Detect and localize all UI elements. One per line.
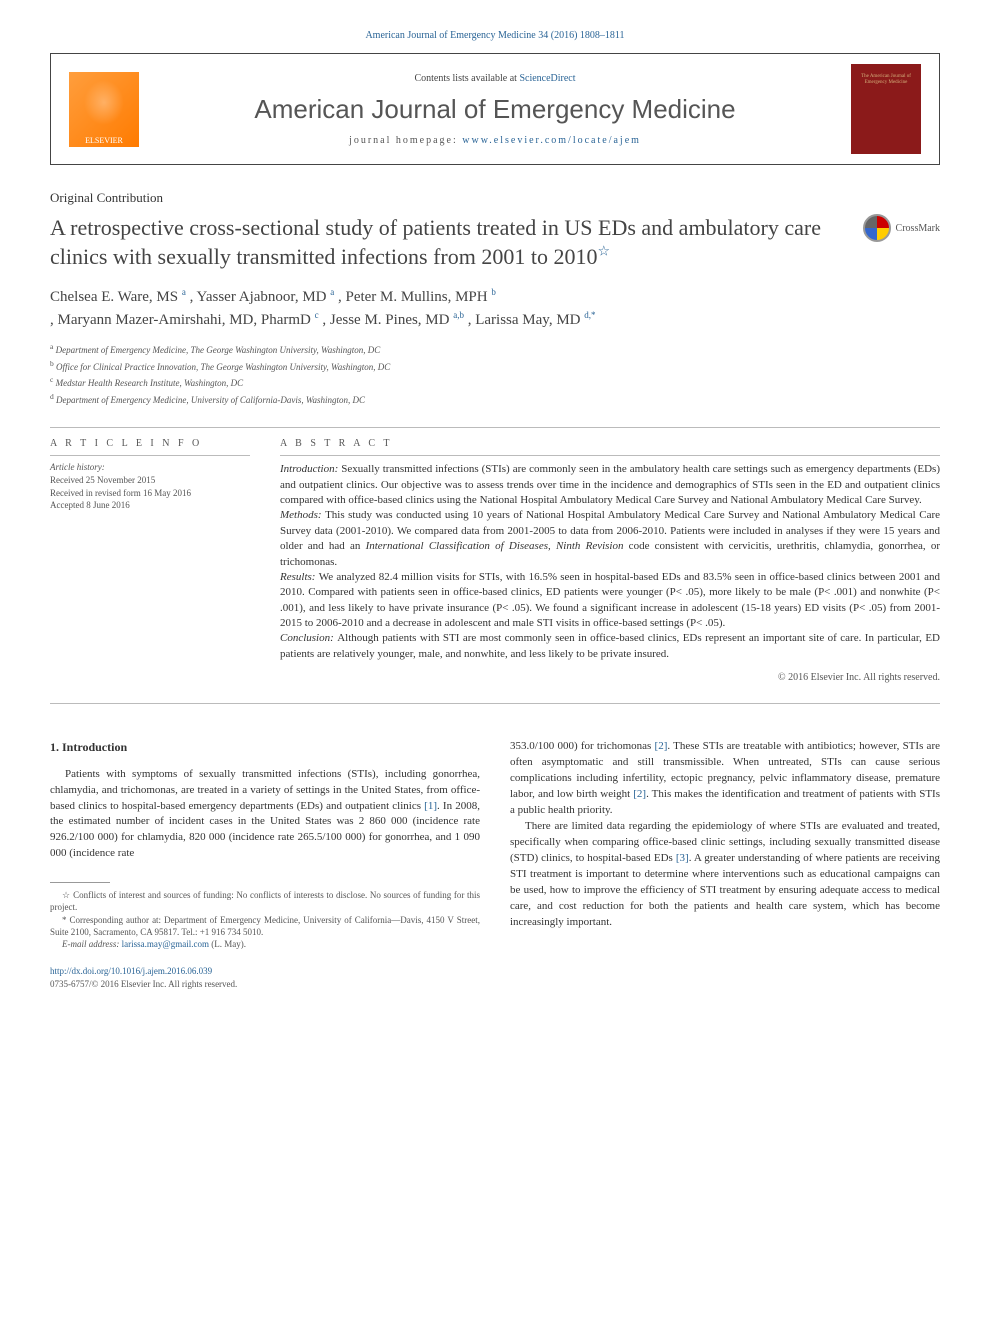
author-2: , Yasser Ajabnoor, MD [190,289,331,305]
crossmark-icon [863,214,891,242]
article-info-heading: A R T I C L E I N F O [50,438,250,449]
journal-cover-thumbnail: The American Journal of Emergency Medici… [851,64,921,154]
footnote-1-text: Conflicts of interest and sources of fun… [50,890,480,912]
paragraph-3: There are limited data regarding the epi… [510,819,940,931]
author-1: Chelsea E. Ware, MS [50,289,182,305]
author-1-aff[interactable]: a [182,287,186,297]
abstract-methods-italic: International Classification of Diseases… [366,540,624,552]
title-text: A retrospective cross-sectional study of… [50,215,821,269]
homepage-link[interactable]: www.elsevier.com/locate/ajem [462,135,641,146]
author-5-aff[interactable]: a,b [453,310,464,320]
issn-copyright: 0735-6757/© 2016 Elsevier Inc. All right… [50,978,480,991]
title-row: A retrospective cross-sectional study of… [50,214,940,271]
author-3: , Peter M. Mullins, MPH [338,289,491,305]
abstract-copyright: © 2016 Elsevier Inc. All rights reserved… [280,672,940,683]
divider [50,427,940,428]
footnote-corresponding: * Corresponding author at: Department of… [50,914,480,938]
email-link[interactable]: larissa.may@gmail.com [122,939,209,949]
section-1-heading: 1. Introduction [50,739,480,756]
authors-list: Chelsea E. Ware, MS a , Yasser Ajabnoor,… [50,286,940,331]
affiliations: a Department of Emergency Medicine, The … [50,341,940,407]
p1-pre: Patients with symptoms of sexually trans… [50,768,480,812]
page-header-citation: American Journal of Emergency Medicine 3… [50,30,940,41]
abstract-intro: Sexually transmitted infections (STIs) a… [280,463,940,506]
homepage-prefix: journal homepage: [349,135,462,146]
journal-name: American Journal of Emergency Medicine [139,94,851,125]
citation-link[interactable]: American Journal of Emergency Medicine 3… [365,30,624,41]
footnote-divider [50,882,110,883]
crossmark-label: CrossMark [896,223,940,234]
abstract-text: Introduction: Sexually transmitted infec… [280,462,940,662]
abstract-conclusion: Although patients with STI are most comm… [280,632,940,659]
affiliation-a: Department of Emergency Medicine, The Ge… [56,345,381,355]
author-6: , Larissa May, MD [468,312,585,328]
author-6-aff[interactable]: d,* [584,310,595,320]
body-column-left: 1. Introduction Patients with symptoms o… [50,739,480,991]
ref-link-1[interactable]: [1] [424,800,437,812]
paragraph-2: 353.0/100 000) for trichomonas [2]. Thes… [510,739,940,819]
footnote-conflicts: ☆ Conflicts of interest and sources of f… [50,889,480,913]
ref-link-3[interactable]: [3] [676,852,689,864]
journal-header-box: ELSEVIER Contents lists available at Sci… [50,53,940,165]
author-3-aff[interactable]: b [491,287,496,297]
accepted-date: Accepted 8 June 2016 [50,499,250,512]
abstract-column: A B S T R A C T Introduction: Sexually t… [280,438,940,683]
paragraph-1: Patients with symptoms of sexually trans… [50,767,480,863]
author-4-aff[interactable]: c [315,310,319,320]
body-column-right: 353.0/100 000) for trichomonas [2]. Thes… [510,739,940,991]
sciencedirect-link[interactable]: ScienceDirect [519,73,575,84]
elsevier-label: ELSEVIER [85,136,123,145]
article-type: Original Contribution [50,190,940,206]
article-info-column: A R T I C L E I N F O Article history: R… [50,438,250,683]
contents-prefix: Contents lists available at [414,73,519,84]
footnote-2-text: Corresponding author at: Department of E… [50,915,480,937]
author-4: , Maryann Mazer-Amirshahi, MD, PharmD [50,312,315,328]
elsevier-logo: ELSEVIER [69,72,139,147]
abstract-results: We analyzed 82.4 million visits for STIs… [280,571,940,629]
title-footnote-star[interactable]: ☆ [597,244,610,259]
ref-link-2b[interactable]: [2] [633,788,646,800]
abstract-methods-label: Methods: [280,509,325,521]
history-label: Article history: [50,462,250,472]
received-date: Received 25 November 2015 [50,474,250,487]
info-abstract-row: A R T I C L E I N F O Article history: R… [50,438,940,683]
affiliation-b: Office for Clinical Practice Innovation,… [56,362,390,372]
journal-homepage: journal homepage: www.elsevier.com/locat… [139,135,851,146]
p2-pre: 353.0/100 000) for trichomonas [510,740,655,752]
crossmark-badge[interactable]: CrossMark [863,214,940,242]
abstract-heading: A B S T R A C T [280,438,940,449]
abstract-divider [280,455,940,456]
doi-link[interactable]: http://dx.doi.org/10.1016/j.ajem.2016.06… [50,965,480,978]
divider-2 [50,703,940,704]
footnote-email: E-mail address: larissa.may@gmail.com (L… [50,938,480,950]
info-divider [50,455,250,456]
article-title: A retrospective cross-sectional study of… [50,214,843,271]
ref-link-2a[interactable]: [2] [655,740,668,752]
author-2-aff[interactable]: a [330,287,334,297]
header-center: Contents lists available at ScienceDirec… [139,73,851,146]
abstract-results-label: Results: [280,571,319,583]
contents-available: Contents lists available at ScienceDirec… [139,73,851,84]
email-label: E-mail address: [62,939,122,949]
email-suffix: (L. May). [209,939,246,949]
revised-date: Received in revised form 16 May 2016 [50,487,250,500]
abstract-intro-label: Introduction: [280,463,341,475]
affiliation-d: Department of Emergency Medicine, Univer… [56,395,365,405]
affiliation-c: Medstar Health Research Institute, Washi… [56,378,244,388]
author-5: , Jesse M. Pines, MD [322,312,453,328]
abstract-conclusion-label: Conclusion: [280,632,337,644]
body-columns: 1. Introduction Patients with symptoms o… [50,739,940,991]
